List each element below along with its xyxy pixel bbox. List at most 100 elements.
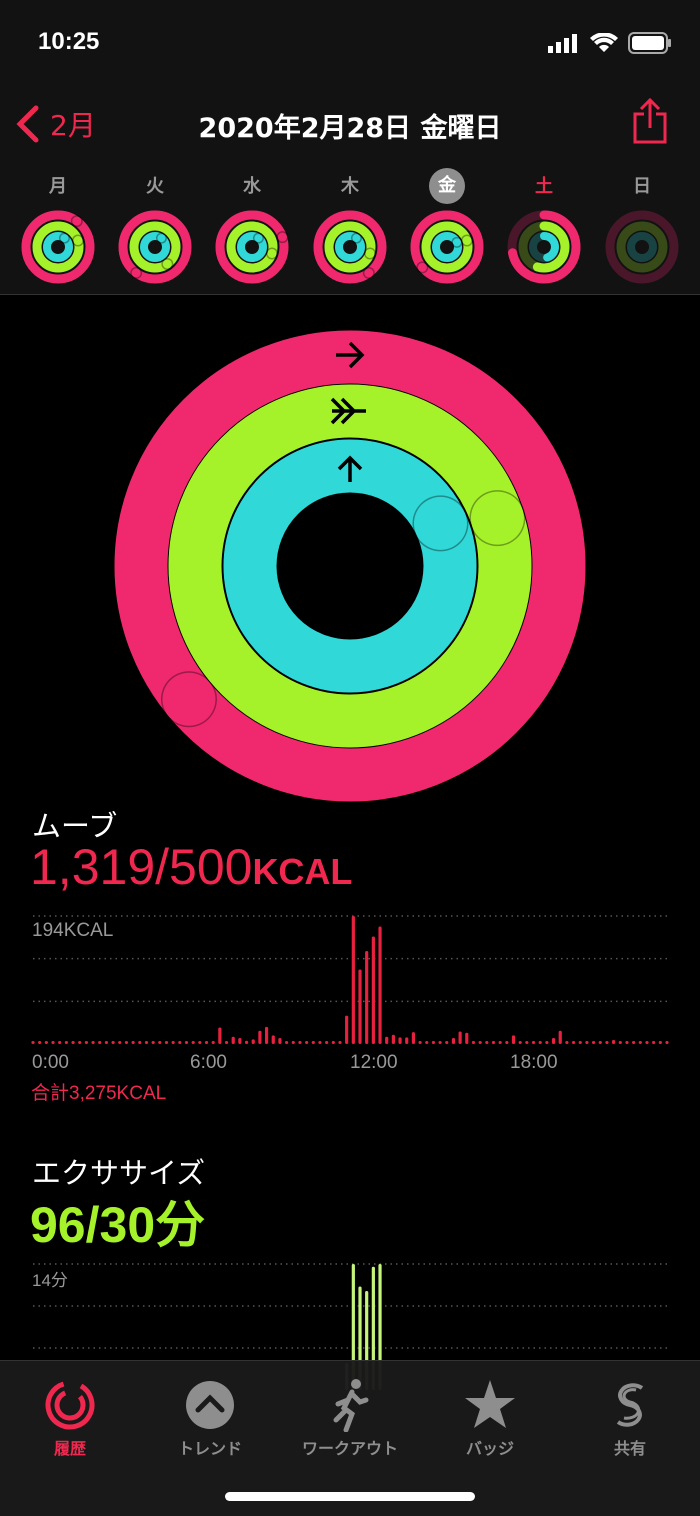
move-chart-bar (191, 1041, 195, 1044)
move-chart-bar (385, 1036, 389, 1044)
move-chart-bar (238, 1038, 242, 1044)
move-chart-bar (325, 1041, 329, 1044)
move-chart-bar (171, 1041, 175, 1044)
move-chart-bar (545, 1041, 549, 1044)
move-chart-bar (91, 1041, 95, 1044)
move-chart-bar (425, 1041, 429, 1044)
day-label[interactable]: 木 (341, 176, 359, 197)
move-chart-bar (224, 1041, 229, 1044)
tab-history[interactable]: 履歴 (0, 1375, 140, 1459)
day-label[interactable]: 金 (429, 168, 465, 204)
move-chart-bar (144, 1041, 149, 1044)
tab-trends[interactable]: トレンド (140, 1375, 280, 1459)
day-move-ring-end-cap (277, 232, 287, 242)
share-icon (633, 97, 667, 144)
move-chart-bar (351, 916, 355, 1044)
move-chart-bar (331, 1041, 335, 1044)
move-chart-bar (345, 1015, 349, 1044)
move-chart-bar (318, 1041, 322, 1044)
move-chart-bar (365, 950, 369, 1044)
back-button[interactable]: 2月 (14, 104, 96, 144)
page-title: 2020年2月28日 金曜日 (198, 113, 502, 144)
tab-workouts[interactable]: ワークアウト (280, 1375, 420, 1459)
day-exercise-ring-full (32, 221, 84, 273)
share-button[interactable] (632, 97, 668, 148)
move-chart-bar (632, 1041, 636, 1044)
status-icons (548, 32, 672, 54)
day-exercise-ring-end-cap (73, 236, 83, 246)
star-badge-icon (465, 1380, 515, 1428)
move-chart-bar (538, 1041, 542, 1044)
move-chart-bar (311, 1041, 315, 1044)
move-chart-bar (438, 1041, 442, 1044)
stand-ring-full (223, 439, 477, 693)
move-chart-bar (164, 1041, 169, 1044)
move-chart-bar (518, 1041, 522, 1044)
move-chart-bar (618, 1041, 622, 1044)
move-ring-end-cap (162, 672, 216, 726)
move-chart-bar (645, 1041, 649, 1044)
move-chart-bar (251, 1039, 255, 1044)
move-chart-bar (271, 1035, 275, 1044)
move-chart-bar (491, 1041, 496, 1044)
tab-sharing[interactable]: 共有 (560, 1375, 700, 1459)
chevron-left-icon (16, 105, 39, 143)
stand-arrow-icon (337, 455, 363, 482)
move-chart-bar (38, 1041, 42, 1044)
exercise-label: エクササイズ (32, 1156, 206, 1190)
move-chart-bar (431, 1041, 436, 1044)
header (0, 0, 700, 295)
x-tick: 12:00 (350, 1052, 398, 1073)
move-chart-bar (58, 1041, 62, 1044)
tab-badges[interactable]: バッジ (420, 1375, 560, 1459)
move-chart-bar (111, 1041, 115, 1044)
day-label[interactable]: 水 (243, 176, 261, 197)
day-stand-ring-end-cap (157, 234, 166, 243)
move-chart-bar (638, 1041, 642, 1044)
day-label[interactable]: 火 (146, 176, 164, 197)
move-chart-bar (78, 1041, 82, 1044)
move-ring-full (114, 330, 586, 802)
day-label[interactable]: 日 (633, 176, 651, 197)
day-stand-ring-full (140, 232, 170, 262)
day-label[interactable]: 土 (535, 176, 553, 197)
move-chart-bar (291, 1041, 295, 1044)
exercise-value: 96/30分 (30, 1197, 206, 1253)
stand-ring-end-cap (413, 496, 467, 550)
exercise-ring-end-cap (470, 491, 524, 545)
trend-chevron-icon (186, 1381, 234, 1429)
move-chart-bar (578, 1041, 582, 1044)
x-tick: 0:00 (32, 1052, 69, 1073)
move-chart-bar (511, 1035, 516, 1044)
day-exercise-ring-end-cap (267, 248, 277, 258)
move-chart-bar (478, 1041, 482, 1044)
move-chart-bar (285, 1041, 289, 1044)
move-chart-bar (178, 1041, 182, 1044)
move-chart-bar (605, 1041, 609, 1044)
wifi-icon (590, 33, 618, 52)
home-indicator (225, 1492, 475, 1501)
day-stand-ring-end-cap (254, 234, 263, 243)
tab-label: 共有 (613, 1439, 646, 1458)
move-chart-bar (458, 1031, 462, 1044)
move-chart-bar (198, 1041, 202, 1044)
move-chart-bar (371, 936, 375, 1044)
move-chart-bar (305, 1041, 309, 1044)
move-chart-bar (218, 1027, 222, 1044)
move-chart-bar (51, 1041, 55, 1044)
day-label[interactable]: 月 (49, 176, 67, 197)
day-exercise-ring-end-cap (365, 248, 375, 258)
day-exercise-ring-end-cap (462, 236, 472, 246)
status-time: 10:25 (38, 28, 100, 55)
move-chart-bar (505, 1041, 509, 1044)
battery-icon (628, 32, 671, 54)
move-chart-bar (558, 1030, 562, 1044)
move-chart-bar (278, 1038, 282, 1044)
day-move-ring-end-cap (364, 268, 374, 278)
day-exercise-ring-full (324, 221, 376, 273)
day-exercise-ring-full (226, 221, 278, 273)
move-chart-bar (98, 1041, 102, 1044)
day-stand-ring-end-cap (352, 234, 361, 243)
move-chart-bar (445, 1041, 449, 1044)
move-chart-bar (391, 1034, 395, 1044)
